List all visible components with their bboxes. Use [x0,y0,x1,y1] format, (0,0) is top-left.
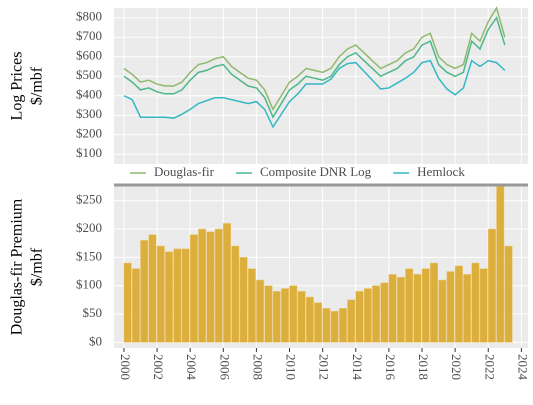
x-tick-label: 2014 [350,354,365,381]
bar [189,234,198,343]
y-tick-label: $100 [76,145,102,160]
bar [355,291,364,343]
bar [504,245,513,343]
bar [156,245,165,343]
bar [314,302,323,343]
bar [256,279,265,343]
bar [488,228,496,343]
x-tick-label: 2006 [217,354,232,381]
legend-label: Douglas-fir [154,164,215,179]
legend-label: Composite DNR Log [260,164,372,179]
y-tick-label: $600 [76,48,102,63]
bar [430,262,438,343]
x-tick-label: 2008 [250,354,265,380]
x-tick-label: 2022 [482,354,497,380]
x-tick-label: 2000 [118,354,133,380]
x-tick-label: 2012 [317,354,332,380]
y-axis-title: Douglas-fir Premium [9,198,26,335]
bar [330,310,339,343]
bar [297,291,306,343]
x-tick-label: 2002 [151,354,166,380]
y-tick-label: $200 [76,126,102,141]
bar [413,274,422,343]
y-tick-label: $50 [83,305,103,320]
line [123,6,506,112]
bar [396,276,405,343]
panel [114,8,528,164]
bar [148,234,157,343]
y-axis-title: $/mbf [29,247,46,286]
line [123,16,506,119]
y-tick-label: $400 [76,87,102,102]
bar [380,282,389,343]
bar [322,308,331,343]
bar [231,245,240,343]
y-tick-label: $150 [76,248,102,263]
legend-label: Hemlock [417,164,465,179]
line [123,59,506,129]
bar [239,257,248,343]
x-tick-label: 2004 [184,354,199,381]
bar [140,240,149,343]
y-tick-label: $200 [76,220,102,235]
y-tick-label: $100 [76,277,102,292]
bar [363,288,372,343]
bar [305,296,314,343]
y-tick-label: $800 [76,9,102,24]
y-axis-title: Log Prices [9,52,26,121]
x-tick-label: 2016 [383,354,398,381]
bar [272,291,281,343]
bar [198,228,207,343]
bar [454,265,463,343]
y-tick-label: $0 [89,333,102,348]
bar [463,274,472,343]
x-tick-label: 2010 [284,354,299,380]
bar [338,308,347,343]
bar [347,299,356,343]
y-tick-label: $300 [76,106,102,121]
bar [289,285,298,343]
bar [421,268,430,343]
y-tick-label: $250 [76,192,102,207]
bar [281,288,289,343]
bar [405,268,414,343]
bar [471,262,480,343]
bar [438,279,447,343]
bar [372,285,381,343]
bar [214,228,223,343]
bar [446,271,455,343]
bar [496,183,505,343]
y-tick-label: $700 [76,28,102,43]
bar [131,268,140,343]
bar [388,274,397,343]
x-tick-label: 2018 [416,354,431,380]
x-tick-label: 2020 [449,354,464,380]
bar [223,223,231,343]
bar [173,248,182,343]
bar [264,285,273,343]
bar [479,268,488,343]
bar [181,248,190,343]
y-tick-label: $500 [76,67,102,82]
y-axis-title: $/mbf [29,66,46,105]
bar [206,231,215,343]
bar [123,262,132,343]
x-tick-label: 2024 [515,354,530,381]
bar [247,268,256,343]
bar [165,251,174,343]
